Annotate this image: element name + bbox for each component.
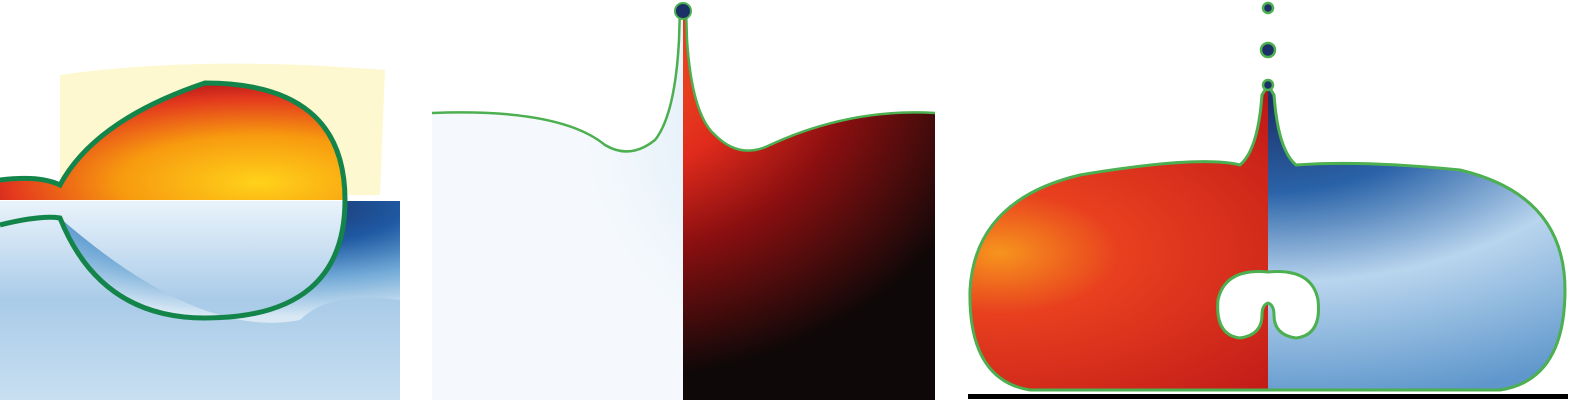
- cold-field: [432, 5, 683, 400]
- panel-1: [0, 63, 400, 400]
- droplet: [674, 2, 692, 20]
- cold-drop: [0, 201, 400, 323]
- droplet: [1261, 1, 1275, 15]
- hot-field: [683, 5, 935, 400]
- droplet: [1261, 78, 1275, 92]
- hot-drop: [0, 83, 345, 200]
- panel-3: [968, 1, 1568, 399]
- bubble: [1216, 270, 1321, 340]
- droplet: [1259, 41, 1277, 59]
- interface: [0, 80, 348, 321]
- wall: [968, 394, 1568, 399]
- cold-drop: [1268, 85, 1565, 390]
- panel-2: [431, 2, 936, 400]
- hot-drop: [969, 85, 1268, 390]
